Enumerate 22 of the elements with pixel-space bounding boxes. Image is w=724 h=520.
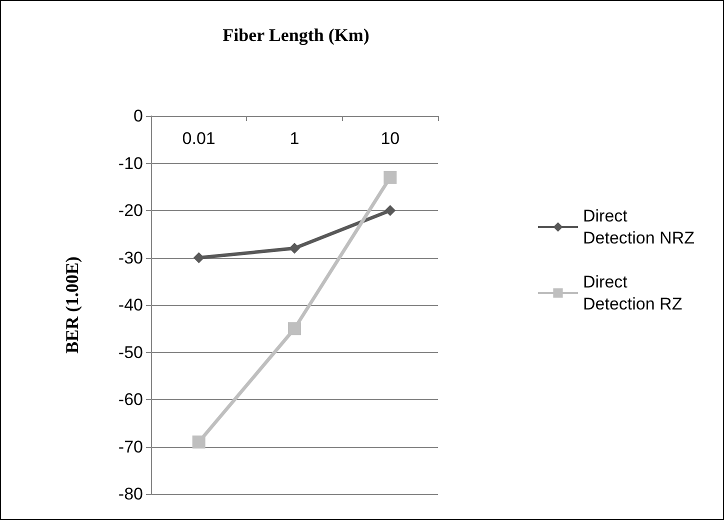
y-tick-label: -40 (118, 296, 143, 314)
y-tick-label: -60 (118, 390, 143, 409)
x-tick-label: 10 (380, 129, 400, 148)
y-tick-label: 0 (134, 106, 143, 126)
point (193, 252, 204, 264)
y-tick-label: -80 (118, 484, 143, 504)
y-tick-label: -30 (118, 248, 143, 268)
x-tick-label: 1 (290, 129, 300, 148)
y-tick-label: -10 (118, 154, 143, 173)
chart-title: Fiber Length (Km) (222, 25, 370, 45)
x-tick-label: 0.01 (182, 129, 216, 148)
y-tick-label: -70 (118, 437, 143, 456)
legend-label: Direct Detection RZ (583, 272, 682, 314)
point (289, 242, 300, 254)
point (384, 170, 397, 184)
y-tick-label: -20 (118, 201, 143, 220)
point (288, 322, 301, 336)
y-axis-title: BER (1.00E) (62, 256, 82, 354)
legend-label: Direct Detection NRZ (583, 206, 694, 248)
point (384, 205, 396, 216)
point (192, 436, 206, 449)
y-tick-label: -50 (118, 342, 143, 362)
